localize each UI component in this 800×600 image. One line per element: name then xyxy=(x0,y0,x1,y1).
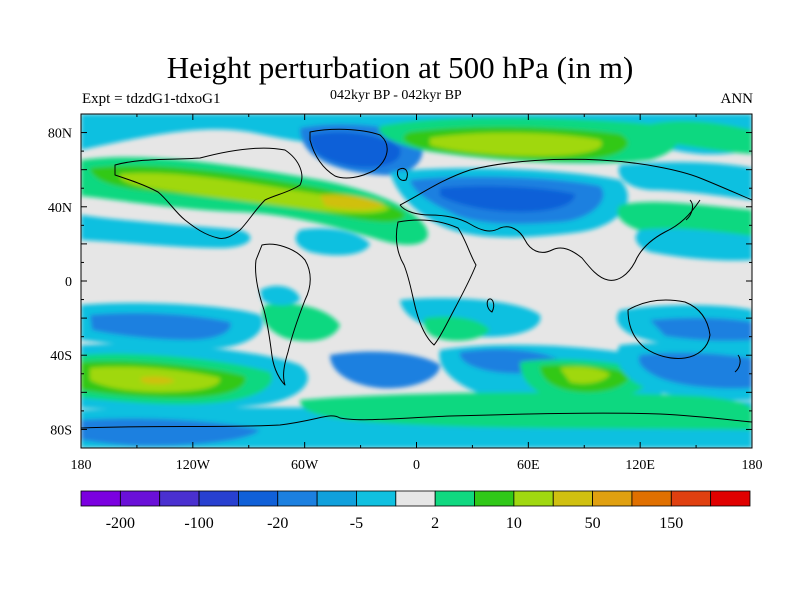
contour-s-green-1 xyxy=(262,303,340,342)
lat-tick-label: 40S xyxy=(50,349,72,364)
tick-labels: 180 120W 60W 0 60E 120E 180 80N 40N 0 40S 80S xyxy=(48,127,763,473)
contour-nmid-yellowgreen xyxy=(119,173,390,214)
lon-tick-label: 120W xyxy=(176,458,211,473)
lat-tick-label: 40N xyxy=(48,201,72,216)
contour-s-blue-1 xyxy=(90,312,231,340)
tick-marks xyxy=(80,113,753,449)
colorbar-swatch xyxy=(552,490,593,507)
lon-tick-label: 180 xyxy=(71,458,92,473)
colorbar-swatch xyxy=(119,490,161,507)
colorbar-swatch xyxy=(670,490,712,507)
colorbar-label: 2 xyxy=(431,515,439,532)
colorbar-labels: -200 -100 -20 -5 2 10 50 150 xyxy=(106,515,684,532)
coastline-madagascar xyxy=(486,298,495,313)
lon-tick-label: 60W xyxy=(291,458,319,473)
contour-sopac-gold xyxy=(140,376,175,385)
contour-europe-yellowgreen xyxy=(430,132,602,156)
colorbar-swatch xyxy=(198,490,239,507)
chart-title: Height perturbation at 500 hPa (in m) xyxy=(166,50,634,85)
coastlines xyxy=(81,128,752,429)
map-area xyxy=(81,114,752,448)
contour-spac-blue xyxy=(638,352,752,389)
coastline-australia xyxy=(627,299,711,359)
coastline-south-america xyxy=(255,243,311,386)
lon-tick-label: 120E xyxy=(625,458,655,473)
colorbar-label: -20 xyxy=(267,515,288,532)
contour-antarctic-green xyxy=(300,392,752,430)
colorbar-swatch xyxy=(631,490,672,507)
lon-tick-label: 0 xyxy=(413,458,420,473)
colorbar-label: 150 xyxy=(659,515,683,532)
lon-tick-label: 180 xyxy=(742,458,763,473)
colorbar-swatch xyxy=(434,490,475,507)
colorbar-swatch xyxy=(395,490,436,507)
contour-samerica-cyan xyxy=(260,285,300,306)
colorbar-swatch xyxy=(159,490,200,507)
colorbar-label: 10 xyxy=(506,515,522,532)
lat-tick-label: 80N xyxy=(48,127,72,142)
colorbar-label: -5 xyxy=(350,515,363,532)
contour-nmid-gold xyxy=(320,194,385,210)
contour-s-blue-3 xyxy=(650,317,752,341)
contour-npacific-cyan xyxy=(81,215,251,248)
colorbar-swatch xyxy=(356,490,397,507)
lon-tick-label: 60E xyxy=(517,458,540,473)
lat-tick-label: 0 xyxy=(65,275,72,290)
coastline-antarctica xyxy=(81,412,752,429)
colorbar-swatch xyxy=(474,490,515,507)
colorbar xyxy=(80,490,751,507)
season-label: ANN xyxy=(720,91,754,107)
colorbar-swatch xyxy=(80,490,121,507)
contour-fills xyxy=(81,114,752,448)
contour-sopac-blue xyxy=(330,351,440,389)
contour-sind-yellowgreen xyxy=(560,366,610,384)
coastline-new-zealand xyxy=(734,354,741,373)
colorbar-swatch xyxy=(277,490,318,507)
colorbar-label: -200 xyxy=(106,515,135,532)
period-subtitle: 042kyr BP - 042kyr BP xyxy=(330,88,462,103)
colorbar-label: 50 xyxy=(585,515,601,532)
contour-asia-darkblue xyxy=(440,186,575,212)
contour-northeast-green xyxy=(643,121,752,154)
colorbar-swatch xyxy=(513,490,554,507)
coastline-uk xyxy=(397,167,408,181)
colorbar-swatch xyxy=(316,490,357,507)
coastline-greenland xyxy=(309,128,388,179)
colorbar-swatch xyxy=(592,490,633,507)
contour-atlantic-cyan xyxy=(295,228,370,256)
coastline-africa xyxy=(395,219,477,346)
coastline-north-america xyxy=(114,147,303,239)
lat-tick-label: 80S xyxy=(50,423,72,438)
coastline-japan xyxy=(685,199,694,221)
colorbar-label: -100 xyxy=(184,515,213,532)
contour-wpacific-cyan xyxy=(635,228,752,261)
experiment-label: Expt = tdzdG1-tdxoG1 xyxy=(82,91,221,107)
colorbar-swatch xyxy=(238,490,279,507)
contour-arctic-darkblue xyxy=(309,132,401,168)
contour-pacific-cyan xyxy=(618,162,752,200)
colorbar-swatch xyxy=(710,490,751,507)
coastline-eurasia xyxy=(399,158,752,281)
contour-antarctic-blue xyxy=(81,418,260,446)
